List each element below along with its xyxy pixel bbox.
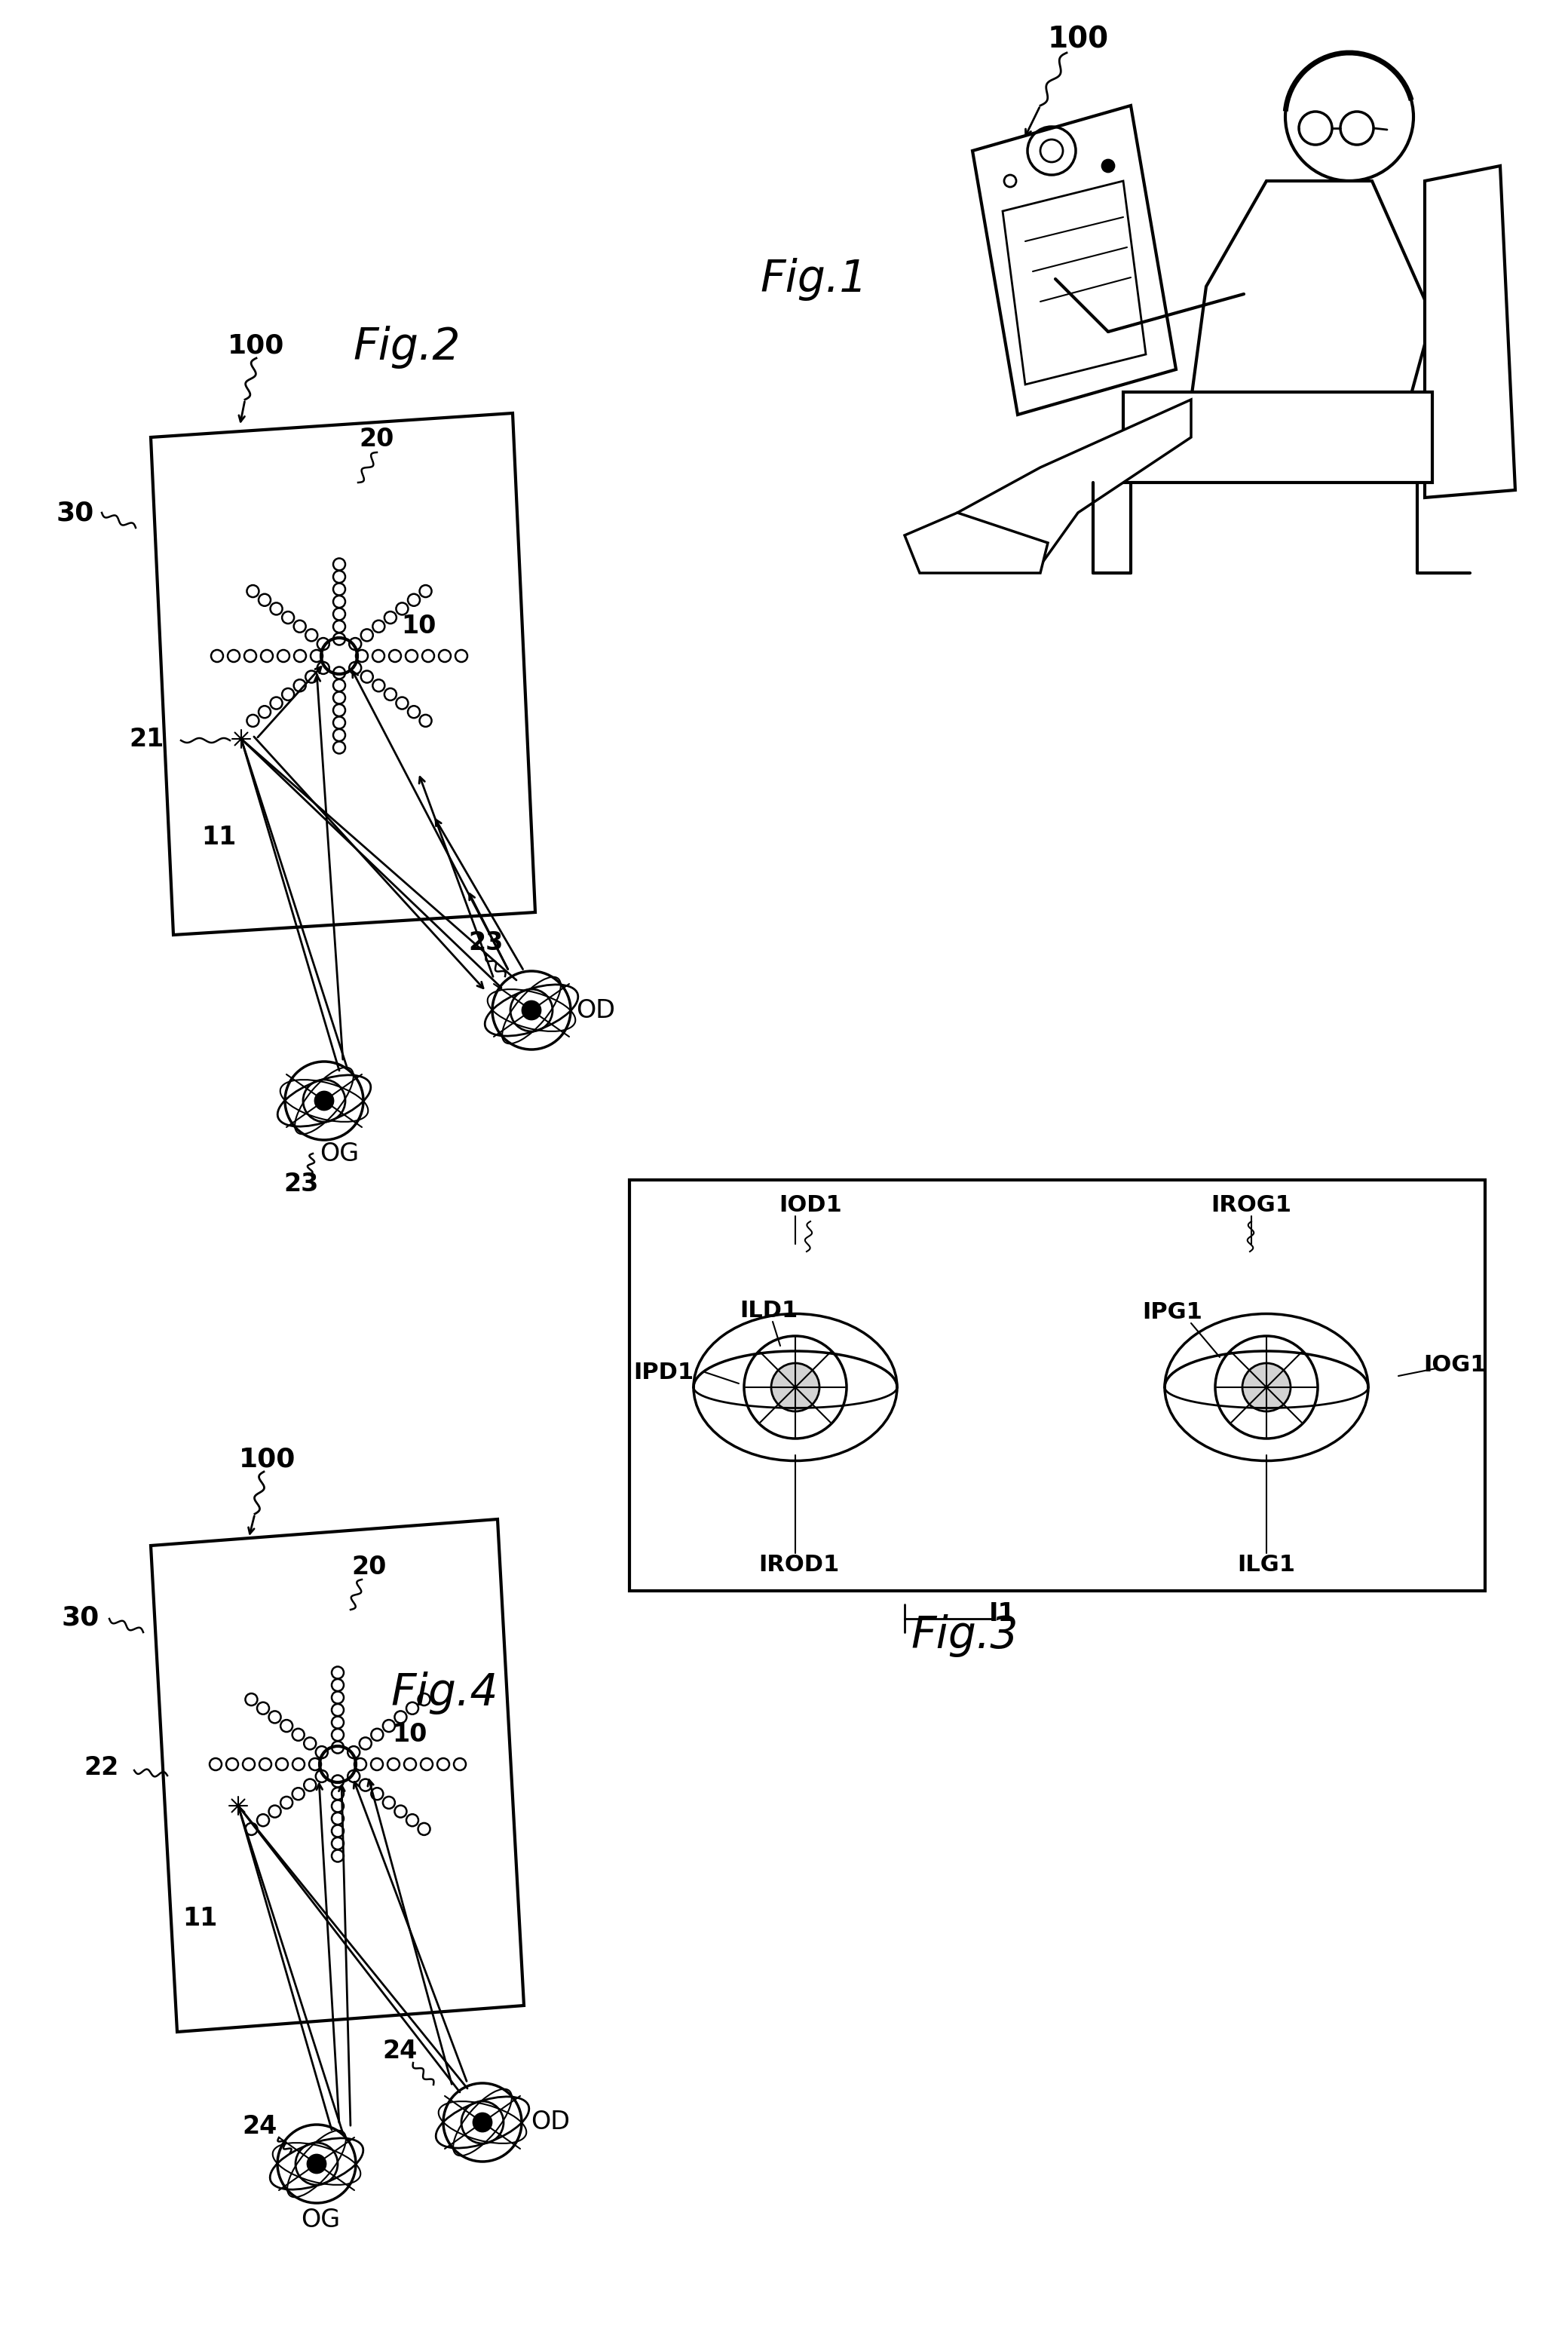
Text: 100: 100: [1047, 26, 1109, 54]
Text: 20: 20: [351, 1555, 387, 1578]
Circle shape: [315, 1092, 334, 1111]
Polygon shape: [1002, 180, 1146, 383]
Polygon shape: [942, 400, 1192, 566]
Text: IOG1: IOG1: [1424, 1354, 1486, 1375]
Text: 23: 23: [284, 1171, 318, 1197]
Polygon shape: [151, 1520, 524, 2032]
Text: ILD1: ILD1: [740, 1300, 798, 1321]
Text: OG: OG: [320, 1141, 359, 1167]
Text: IOD1: IOD1: [779, 1195, 842, 1216]
Text: 30: 30: [56, 500, 94, 526]
Polygon shape: [1192, 180, 1432, 400]
Text: ILG1: ILG1: [1237, 1552, 1295, 1576]
Polygon shape: [905, 512, 1047, 573]
Text: 20: 20: [359, 426, 395, 451]
Text: IPD1: IPD1: [633, 1361, 693, 1384]
Polygon shape: [1123, 393, 1432, 482]
Text: I1: I1: [989, 1602, 1016, 1625]
Text: Fig.2: Fig.2: [353, 325, 461, 369]
Text: IROD1: IROD1: [759, 1552, 839, 1576]
Text: OD: OD: [575, 998, 615, 1022]
Circle shape: [1242, 1363, 1290, 1412]
Text: 30: 30: [61, 1604, 100, 1630]
Text: 100: 100: [227, 332, 285, 358]
Text: 11: 11: [182, 1905, 218, 1931]
Text: 24: 24: [383, 2039, 417, 2062]
Text: 11: 11: [201, 825, 237, 849]
Circle shape: [474, 2114, 491, 2132]
Text: 24: 24: [243, 2114, 278, 2139]
Circle shape: [1102, 159, 1115, 173]
Polygon shape: [1425, 166, 1515, 498]
Text: 100: 100: [240, 1447, 296, 1471]
Text: 21: 21: [130, 727, 165, 750]
Circle shape: [307, 2156, 326, 2172]
Text: 10: 10: [401, 613, 436, 638]
Text: OD: OD: [530, 2109, 569, 2135]
Text: IROG1: IROG1: [1210, 1195, 1292, 1216]
Text: 10: 10: [392, 1721, 426, 1746]
Text: Fig.3: Fig.3: [911, 1616, 1019, 1658]
Polygon shape: [972, 105, 1176, 414]
Text: IPG1: IPG1: [1142, 1300, 1203, 1323]
Polygon shape: [151, 414, 535, 935]
Text: 22: 22: [85, 1756, 119, 1782]
Text: Fig.4: Fig.4: [390, 1672, 499, 1714]
Circle shape: [522, 1001, 541, 1019]
Text: Fig.1: Fig.1: [760, 257, 867, 302]
Circle shape: [771, 1363, 820, 1412]
Text: 23: 23: [469, 931, 503, 954]
Text: OG: OG: [301, 2207, 340, 2233]
